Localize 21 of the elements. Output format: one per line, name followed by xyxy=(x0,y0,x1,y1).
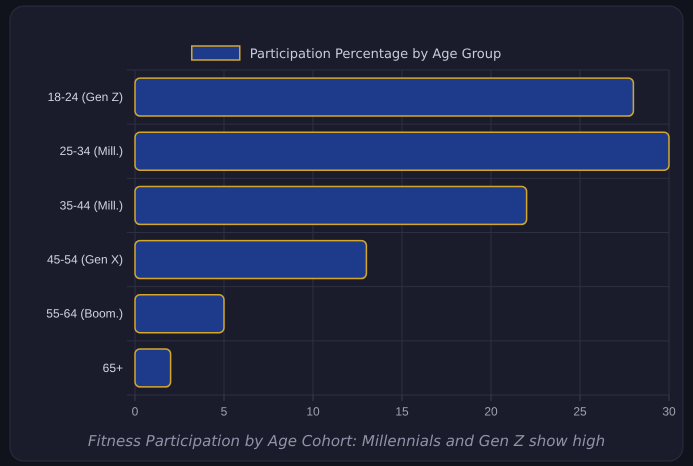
text: Fitness Participation by Age Cohort: Millennials and Gen Z show high xyxy=(88,432,606,450)
y-tick-label: 55-64 (Boom.) xyxy=(46,306,123,321)
y-tick-label: 65+ xyxy=(102,360,123,375)
x-tick-label: 15 xyxy=(395,404,409,419)
bar xyxy=(134,348,172,388)
x-tick-label: 0 xyxy=(132,404,139,419)
x-tick-label: 20 xyxy=(484,404,498,419)
x-tick-label: 30 xyxy=(662,404,676,419)
bar xyxy=(134,186,528,226)
bar xyxy=(134,132,670,171)
x-tick-label: 25 xyxy=(573,404,587,419)
bar xyxy=(134,77,634,117)
y-tick-label: 25-34 (Mill.) xyxy=(60,144,123,158)
x-tick-label: 10 xyxy=(306,404,320,419)
legend-label: Participation Percentage by Age Group xyxy=(250,47,502,62)
x-tick-label: 5 xyxy=(220,404,228,419)
y-tick-label: 45-54 (Gen X) xyxy=(46,252,123,266)
bar xyxy=(134,240,368,280)
y-tick-label: 18-24 (Gen Z) xyxy=(48,90,123,104)
bar xyxy=(134,294,225,334)
y-tick-label: 35-44 (Mill.) xyxy=(60,198,123,212)
